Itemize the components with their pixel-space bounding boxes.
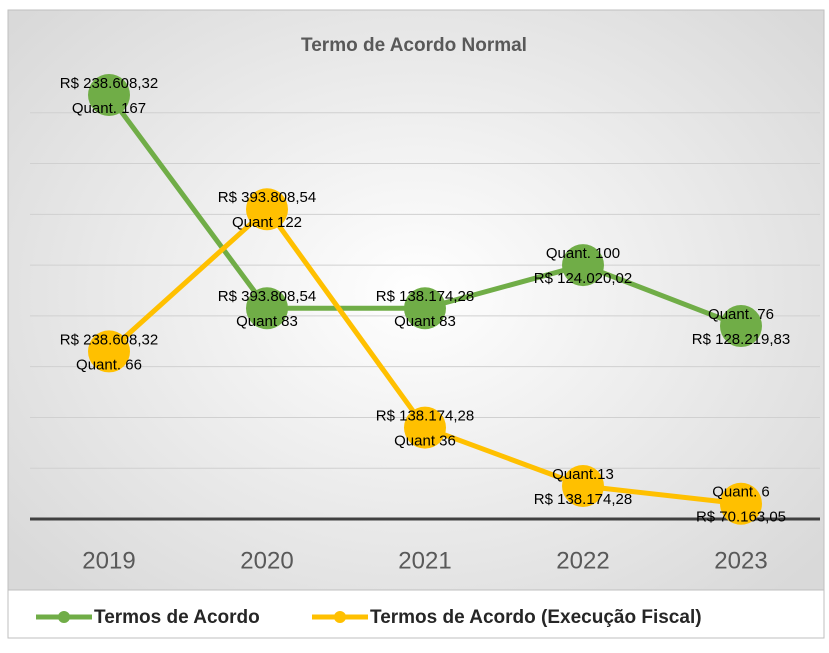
data-label: R$ 393.808,54 bbox=[218, 189, 316, 206]
data-label: Quant. 6 bbox=[712, 484, 770, 501]
data-label: Quant 83 bbox=[236, 313, 298, 330]
data-label: R$ 124.020,02 bbox=[534, 270, 632, 287]
marker bbox=[562, 464, 604, 507]
marker bbox=[246, 188, 288, 231]
data-label: Quant. 76 bbox=[708, 306, 774, 323]
marker bbox=[720, 305, 762, 348]
x-tick-label: 2020 bbox=[240, 547, 293, 574]
legend-label: Termos de Acordo bbox=[94, 607, 260, 628]
data-label: R$ 138.174,28 bbox=[376, 288, 474, 305]
data-label: R$ 138.174,28 bbox=[534, 491, 632, 508]
data-label: Quant. 100 bbox=[546, 245, 620, 262]
chart-title: Termo de Acordo Normal bbox=[301, 35, 527, 56]
legend-marker bbox=[58, 611, 70, 623]
data-label: R$ 138.174,28 bbox=[376, 408, 474, 425]
data-label: Quant. 167 bbox=[72, 100, 146, 117]
data-label: R$ 393.808,54 bbox=[218, 288, 316, 305]
x-tick-label: 2021 bbox=[398, 547, 451, 574]
data-label: R$ 128.219,83 bbox=[692, 331, 790, 348]
data-label: R$ 238.608,32 bbox=[60, 75, 158, 92]
data-label: Quant 122 bbox=[232, 214, 302, 231]
legend-label: Termos de Acordo (Execução Fiscal) bbox=[370, 607, 702, 628]
marker bbox=[720, 482, 762, 525]
data-label: R$ 70.163,05 bbox=[696, 509, 786, 526]
legend-marker bbox=[334, 611, 346, 623]
marker bbox=[562, 244, 604, 287]
x-tick-label: 2023 bbox=[714, 547, 767, 574]
data-label: Quant 83 bbox=[394, 313, 456, 330]
x-tick-label: 2019 bbox=[82, 547, 135, 574]
marker bbox=[246, 287, 288, 330]
x-tick-label: 2022 bbox=[556, 547, 609, 574]
data-label: Quant. 66 bbox=[76, 356, 142, 373]
marker bbox=[88, 330, 130, 373]
marker bbox=[404, 287, 446, 330]
data-label: Quant.13 bbox=[552, 466, 614, 483]
marker bbox=[88, 74, 130, 117]
marker bbox=[404, 406, 446, 449]
data-label: R$ 238.608,32 bbox=[60, 331, 158, 348]
legend-background bbox=[7, 589, 825, 639]
data-label: Quant 36 bbox=[394, 433, 456, 450]
